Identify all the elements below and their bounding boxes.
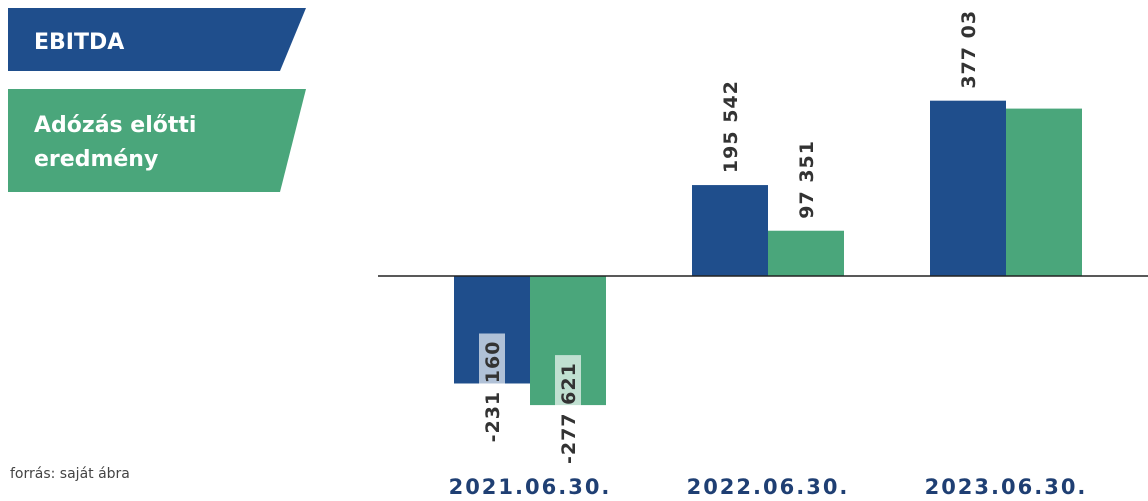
x-tick-label: 2023.06.30. [925, 475, 1088, 499]
value-label: -277 621 [558, 362, 580, 464]
legend-label: Adózás előtti eredmény [34, 113, 196, 172]
legend-line: eredmény [34, 147, 158, 172]
legend-swatch-ebitda [8, 8, 306, 71]
value-label-bg [555, 355, 581, 456]
legend-label: EBITDA [34, 30, 124, 55]
legend: EBITDA Adózás előtti eredmény [8, 8, 306, 192]
bar [1006, 108, 1082, 276]
value-label-bg [479, 333, 505, 434]
bar [768, 230, 844, 276]
value-label: 97 351 [796, 140, 818, 219]
x-tick-label: 2022.06.30. [687, 475, 850, 499]
value-label: 195 542 [720, 80, 742, 173]
source-note: forrás: saját ábra [10, 466, 130, 482]
legend-swatch-pretax [8, 89, 306, 192]
bar [692, 185, 768, 276]
value-label: 377 03 [958, 10, 980, 89]
legend-line: Adózás előtti [34, 113, 196, 138]
bar [930, 100, 1006, 276]
x-tick-label: 2021.06.30. [449, 475, 612, 499]
value-label: -231 160 [482, 341, 504, 443]
